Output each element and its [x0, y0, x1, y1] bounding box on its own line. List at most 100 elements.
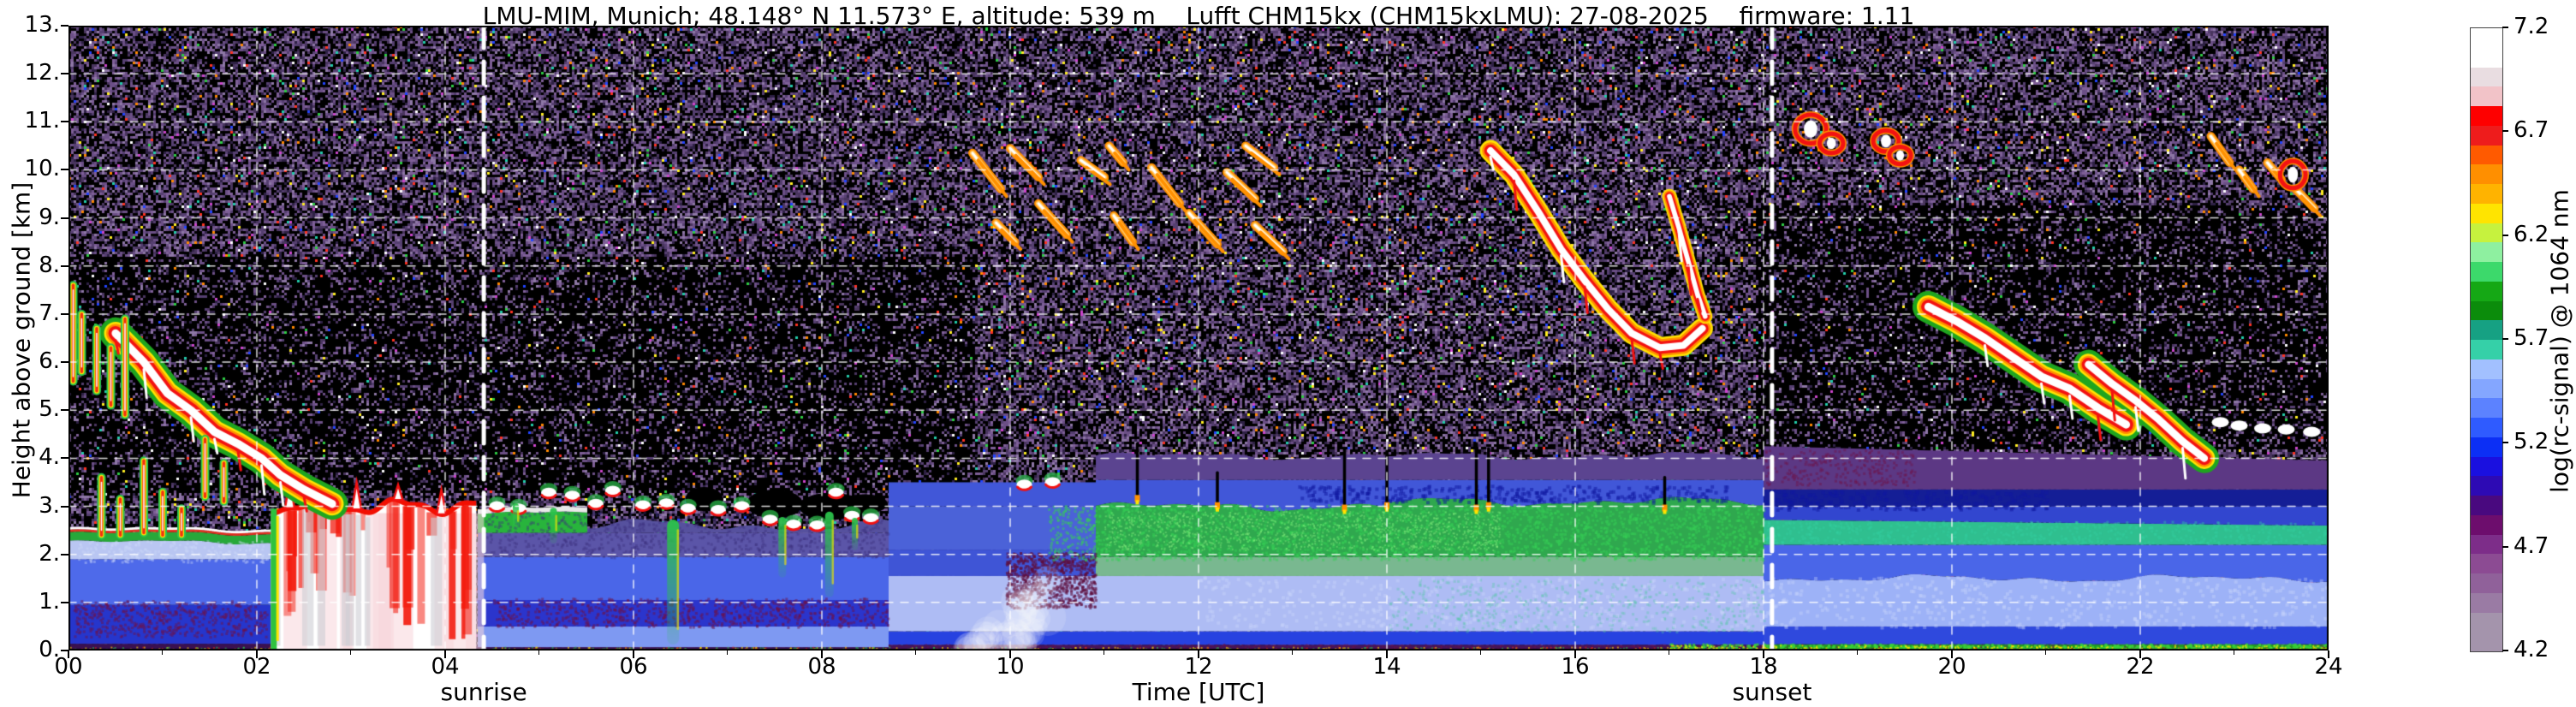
- colorbar-segment: [2471, 554, 2502, 573]
- y-tick-label: 6.: [39, 348, 60, 375]
- colorbar-tick-label: 5.2: [2514, 429, 2549, 455]
- x-minor-tick-mark: [538, 651, 539, 655]
- colorbar-tick-mark: [2502, 27, 2508, 28]
- y-tick-label: 3.: [39, 492, 60, 519]
- colorbar-segment: [2471, 456, 2502, 477]
- x-minor-tick-mark: [1292, 651, 1293, 655]
- y-tick-label: 9.: [39, 204, 60, 230]
- colorbar-segment: [2471, 262, 2502, 282]
- colorbar-segment: [2471, 47, 2502, 68]
- colorbar-segment: [2471, 418, 2502, 437]
- colorbar-segment: [2471, 242, 2502, 262]
- x-tick-label: 18: [1749, 654, 1778, 680]
- y-tick-mark: [61, 650, 68, 651]
- y-tick-mark: [61, 361, 68, 364]
- colorbar-tick-mark: [2502, 545, 2508, 548]
- x-minor-tick-mark: [727, 651, 728, 655]
- colorbar-segment: [2471, 145, 2502, 165]
- colorbar-segment: [2471, 125, 2502, 146]
- colorbar-segment: [2471, 106, 2502, 126]
- y-tick-mark: [61, 217, 68, 219]
- colorbar-segment: [2471, 573, 2502, 593]
- x-minor-tick-mark: [162, 651, 163, 655]
- colorbar-segment: [2471, 86, 2502, 106]
- x-minor-tick-mark: [350, 651, 351, 655]
- y-tick-mark: [61, 312, 68, 315]
- x-tick-mark: [1009, 651, 1011, 658]
- x-minor-tick-mark: [1480, 651, 1481, 655]
- x-tick-mark: [1386, 651, 1388, 658]
- sunset-annotation: sunset: [1732, 678, 1812, 706]
- colorbar-tick-label: 6.2: [2514, 221, 2549, 247]
- x-tick-mark: [1198, 651, 1199, 658]
- colorbar-segment: [2471, 184, 2502, 204]
- colorbar-segment: [2471, 398, 2502, 418]
- x-tick-label: 12: [1184, 654, 1213, 680]
- y-tick-mark: [61, 601, 68, 603]
- x-tick-mark: [821, 651, 823, 658]
- colorbar-segment: [2471, 300, 2502, 321]
- y-tick-mark: [61, 505, 68, 508]
- y-tick-label: 8.: [39, 252, 60, 278]
- y-tick-mark: [61, 169, 68, 171]
- x-tick-mark: [68, 651, 69, 658]
- colorbar-segment: [2471, 612, 2502, 633]
- colorbar-segment: [2471, 223, 2502, 243]
- x-tick-mark: [2139, 651, 2141, 658]
- y-tick-mark: [61, 121, 68, 123]
- colorbar-tick-label: 7.2: [2514, 14, 2549, 39]
- x-axis-label: Time [UTC]: [1132, 678, 1265, 706]
- colorbar-segment: [2471, 378, 2502, 399]
- y-tick-label: 1.: [39, 588, 60, 615]
- colorbar-segment: [2471, 496, 2502, 515]
- ceilometer-heatmap-canvas: [68, 26, 2329, 651]
- x-tick-label: 14: [1372, 654, 1401, 680]
- colorbar-segment: [2471, 534, 2502, 555]
- y-tick-mark: [61, 264, 68, 267]
- colorbar-tick-mark: [2502, 234, 2508, 236]
- colorbar-segment: [2471, 67, 2502, 87]
- colorbar-segment: [2471, 281, 2502, 301]
- colorbar-tick-mark: [2502, 442, 2508, 444]
- colorbar-segment: [2471, 340, 2502, 359]
- x-tick-mark: [256, 651, 258, 658]
- colorbar-tick-label: 5.7: [2514, 325, 2549, 351]
- colorbar-tick-mark: [2502, 130, 2508, 133]
- colorbar-segment: [2471, 592, 2502, 613]
- sunrise-annotation: sunrise: [440, 678, 527, 706]
- x-tick-mark: [444, 651, 446, 658]
- x-minor-tick-mark: [915, 651, 916, 655]
- colorbar-tick-label: 4.2: [2514, 637, 2549, 662]
- colorbar-segment: [2471, 514, 2502, 535]
- y-tick-mark: [61, 25, 68, 27]
- x-tick-mark: [1763, 651, 1764, 658]
- colorbar-tick-mark: [2502, 338, 2508, 340]
- x-tick-label: 22: [2126, 654, 2155, 680]
- y-tick-label: 13.: [24, 12, 60, 38]
- x-tick-mark: [1574, 651, 1576, 658]
- x-tick-label: 04: [431, 654, 460, 680]
- y-tick-label: 4.: [39, 444, 60, 471]
- x-tick-label: 02: [242, 654, 271, 680]
- colorbar-tick-label: 6.7: [2514, 117, 2549, 144]
- colorbar-segment: [2471, 28, 2502, 48]
- x-tick-label: 06: [619, 654, 648, 680]
- colorbar-segment: [2471, 320, 2502, 340]
- y-tick-label: 11.: [24, 108, 60, 134]
- y-tick-mark: [61, 73, 68, 75]
- x-tick-label: 00: [54, 654, 83, 680]
- colorbar-segment: [2471, 632, 2502, 651]
- x-tick-label: 20: [1937, 654, 1966, 680]
- y-tick-label: 5.: [39, 396, 60, 423]
- y-tick-mark: [61, 409, 68, 412]
- x-tick-label: 24: [2314, 654, 2343, 680]
- x-tick-label: 10: [996, 654, 1025, 680]
- x-minor-tick-mark: [2045, 651, 2046, 655]
- colorbar-segment: [2471, 437, 2502, 457]
- x-tick-mark: [2328, 651, 2329, 658]
- colorbar-segment: [2471, 476, 2502, 496]
- y-tick-mark: [61, 553, 68, 556]
- x-tick-label: 16: [1561, 654, 1590, 680]
- x-tick-mark: [633, 651, 634, 658]
